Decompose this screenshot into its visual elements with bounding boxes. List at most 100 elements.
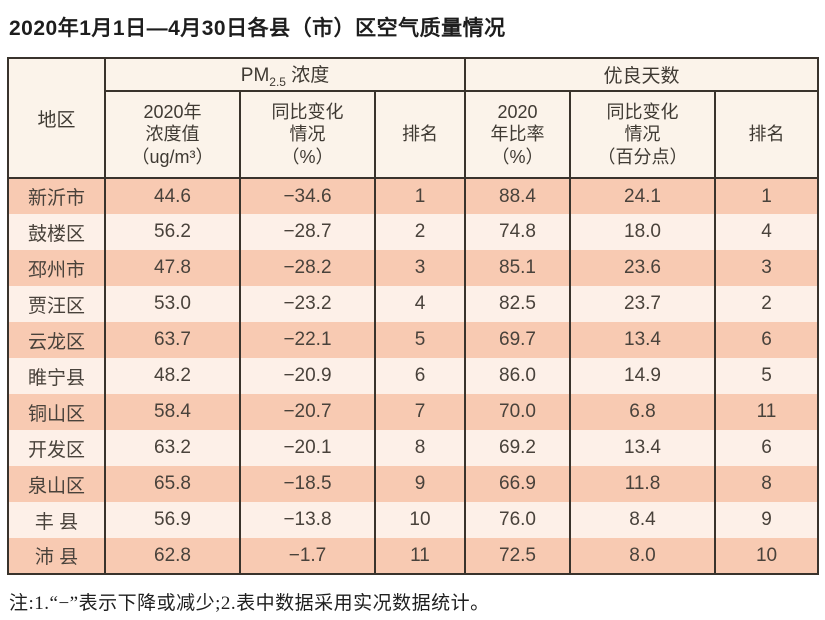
good-rank-cell: 1 (713, 178, 820, 214)
table-row: 泉山区 65.8 −18.5 9 66.9 11.8 8 (7, 466, 820, 502)
pm-rank-cell: 6 (374, 358, 466, 394)
good-ratio-cell: 69.2 (464, 430, 571, 466)
good-change-cell: 6.8 (569, 394, 716, 430)
region-cell: 鼓楼区 (7, 214, 106, 250)
pm-rank-cell: 9 (374, 466, 466, 502)
table-row: 贾汪区 53.0 −23.2 4 82.5 23.7 2 (7, 286, 820, 322)
pm-value-cell: 47.8 (104, 250, 241, 286)
pm25-label-subscript: 2.5 (269, 74, 286, 89)
header-region: 地区 (7, 58, 106, 179)
good-rank-cell: 6 (713, 322, 820, 358)
table-row: 新沂市 44.6 −34.6 1 88.4 24.1 1 (7, 178, 820, 214)
good-ratio-cell: 76.0 (464, 502, 571, 538)
good-rank-cell: 6 (713, 430, 820, 466)
good-ratio-cell: 74.8 (464, 214, 571, 250)
good-ratio-cell: 69.7 (464, 322, 571, 358)
table-row: 鼓楼区 56.2 −28.7 2 74.8 18.0 4 (7, 214, 820, 250)
pm-change-cell: −28.2 (239, 250, 376, 286)
good-rank-cell: 11 (713, 394, 820, 430)
region-cell: 贾汪区 (7, 286, 106, 322)
good-ratio-cell: 82.5 (464, 286, 571, 322)
good-change-cell: 8.0 (569, 538, 716, 574)
good-change-cell: 18.0 (569, 214, 716, 250)
good-change-cell: 23.7 (569, 286, 716, 322)
good-rank-cell: 3 (713, 250, 820, 286)
region-cell: 邳州市 (7, 250, 106, 286)
good-ratio-cell: 88.4 (464, 178, 571, 214)
page-title: 2020年1月1日—4月30日各县（市）区空气质量情况 (9, 17, 506, 40)
region-cell: 睢宁县 (7, 358, 106, 394)
good-rank-cell: 10 (713, 538, 820, 574)
good-rank-cell: 5 (713, 358, 820, 394)
pm-rank-cell: 1 (374, 178, 466, 214)
header-sub-row: 2020年 浓度值 （ug/m³） 同比变化 情况 （%） 排名 2020 年比… (8, 91, 820, 179)
good-ratio-cell: 70.0 (464, 394, 571, 430)
good-rank-cell: 8 (713, 466, 820, 502)
pm-value-cell: 62.8 (104, 538, 241, 574)
header-group-good-days: 优良天数 (463, 58, 820, 92)
good-change-cell: 13.4 (569, 322, 716, 358)
pm-change-cell: −18.5 (239, 466, 376, 502)
header-group-pm25: PM2.5 浓度 (104, 58, 466, 92)
header-good-rank: 排名 (713, 91, 820, 179)
table-row: 丰 县 56.9 −13.8 10 76.0 8.4 9 (7, 502, 820, 538)
good-rank-cell: 4 (713, 214, 820, 250)
pm-value-cell: 44.6 (104, 178, 241, 214)
region-cell: 泉山区 (7, 466, 106, 502)
good-ratio-cell: 66.9 (464, 466, 571, 502)
pm-change-cell: −1.7 (239, 538, 376, 574)
region-cell: 丰 县 (7, 502, 106, 538)
region-cell: 开发区 (7, 430, 106, 466)
header-pm-value: 2020年 浓度值 （ug/m³） (104, 91, 241, 179)
region-cell: 新沂市 (7, 178, 106, 214)
table-row: 邳州市 47.8 −28.2 3 85.1 23.6 3 (7, 250, 820, 286)
region-cell: 云龙区 (7, 322, 106, 358)
pm-rank-cell: 5 (374, 322, 466, 358)
pm-value-cell: 63.2 (104, 430, 241, 466)
good-ratio-cell: 86.0 (464, 358, 571, 394)
pm-rank-cell: 8 (374, 430, 466, 466)
table-row: 沛 县 62.8 −1.7 11 72.5 8.0 10 (7, 538, 820, 574)
good-change-cell: 11.8 (569, 466, 716, 502)
header-pm-change: 同比变化 情况 （%） (239, 91, 376, 179)
header-group-row: 地区 PM2.5 浓度 优良天数 (7, 58, 820, 179)
good-ratio-cell: 72.5 (464, 538, 571, 574)
pm-rank-cell: 4 (374, 286, 466, 322)
pm-change-cell: −13.8 (239, 502, 376, 538)
pm-change-cell: −20.7 (239, 394, 376, 430)
table-row: 睢宁县 48.2 −20.9 6 86.0 14.9 5 (7, 358, 820, 394)
pm-value-cell: 56.2 (104, 214, 241, 250)
pm-value-cell: 58.4 (104, 394, 241, 430)
good-change-cell: 13.4 (569, 430, 716, 466)
pm-value-cell: 48.2 (104, 358, 241, 394)
good-rank-cell: 9 (713, 502, 820, 538)
pm-value-cell: 53.0 (104, 286, 241, 322)
pm-change-cell: −23.2 (239, 286, 376, 322)
good-change-cell: 24.1 (569, 178, 716, 214)
table-body: 新沂市 44.6 −34.6 1 88.4 24.1 1 鼓楼区 56.2 −28.7 2 74.8 1… (7, 178, 820, 574)
pm-change-cell: −28.7 (239, 214, 376, 250)
pm25-label-prefix: PM (240, 65, 270, 87)
good-rank-cell: 2 (713, 286, 820, 322)
pm-rank-cell: 10 (374, 502, 466, 538)
pm-change-cell: −20.9 (239, 358, 376, 394)
region-cell: 沛 县 (7, 538, 106, 574)
header-good-ratio: 2020 年比率 （%） (464, 91, 571, 179)
pm-change-cell: −22.1 (239, 322, 376, 358)
good-ratio-cell: 85.1 (464, 250, 571, 286)
pm-value-cell: 65.8 (104, 466, 241, 502)
pm-rank-cell: 2 (374, 214, 466, 250)
footnote: 注:1.“−”表示下降或减少;2.表中数据采用实况数据统计。 (9, 593, 490, 614)
pm-rank-cell: 3 (374, 250, 466, 286)
pm-value-cell: 63.7 (104, 322, 241, 358)
header-pm-rank: 排名 (374, 91, 466, 179)
pm-change-cell: −34.6 (239, 178, 376, 214)
good-change-cell: 8.4 (569, 502, 716, 538)
table-row: 云龙区 63.7 −22.1 5 69.7 13.4 6 (7, 322, 820, 358)
good-change-cell: 23.6 (569, 250, 716, 286)
pm-value-cell: 56.9 (104, 502, 241, 538)
table-header: 地区 PM2.5 浓度 优良天数 2020年 浓度值 （ug/m³） 同比变化 … (7, 58, 820, 179)
good-change-cell: 14.9 (569, 358, 716, 394)
header-good-change: 同比变化 情况 （百分点） (569, 91, 716, 179)
